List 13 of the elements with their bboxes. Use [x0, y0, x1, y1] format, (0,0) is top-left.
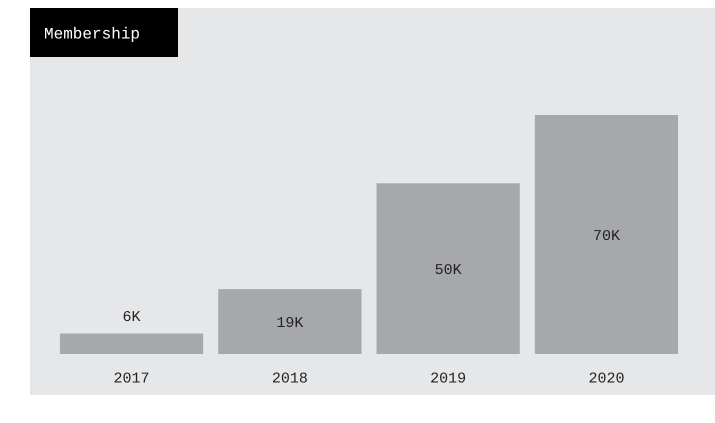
chart-title: Membership	[44, 26, 140, 44]
bar	[218, 289, 362, 354]
x-tick-label: 2020	[588, 370, 624, 388]
data-label: 6K	[122, 308, 141, 326]
bar	[376, 183, 520, 354]
bar	[534, 115, 678, 354]
data-label: 70K	[592, 228, 620, 245]
data-label: 19K	[276, 314, 304, 332]
x-tick-label: 2017	[114, 370, 150, 388]
bar	[60, 334, 204, 354]
x-tick-label: 2018	[272, 370, 308, 388]
data-label: 50K	[434, 262, 462, 279]
x-tick-label: 2019	[430, 370, 466, 388]
